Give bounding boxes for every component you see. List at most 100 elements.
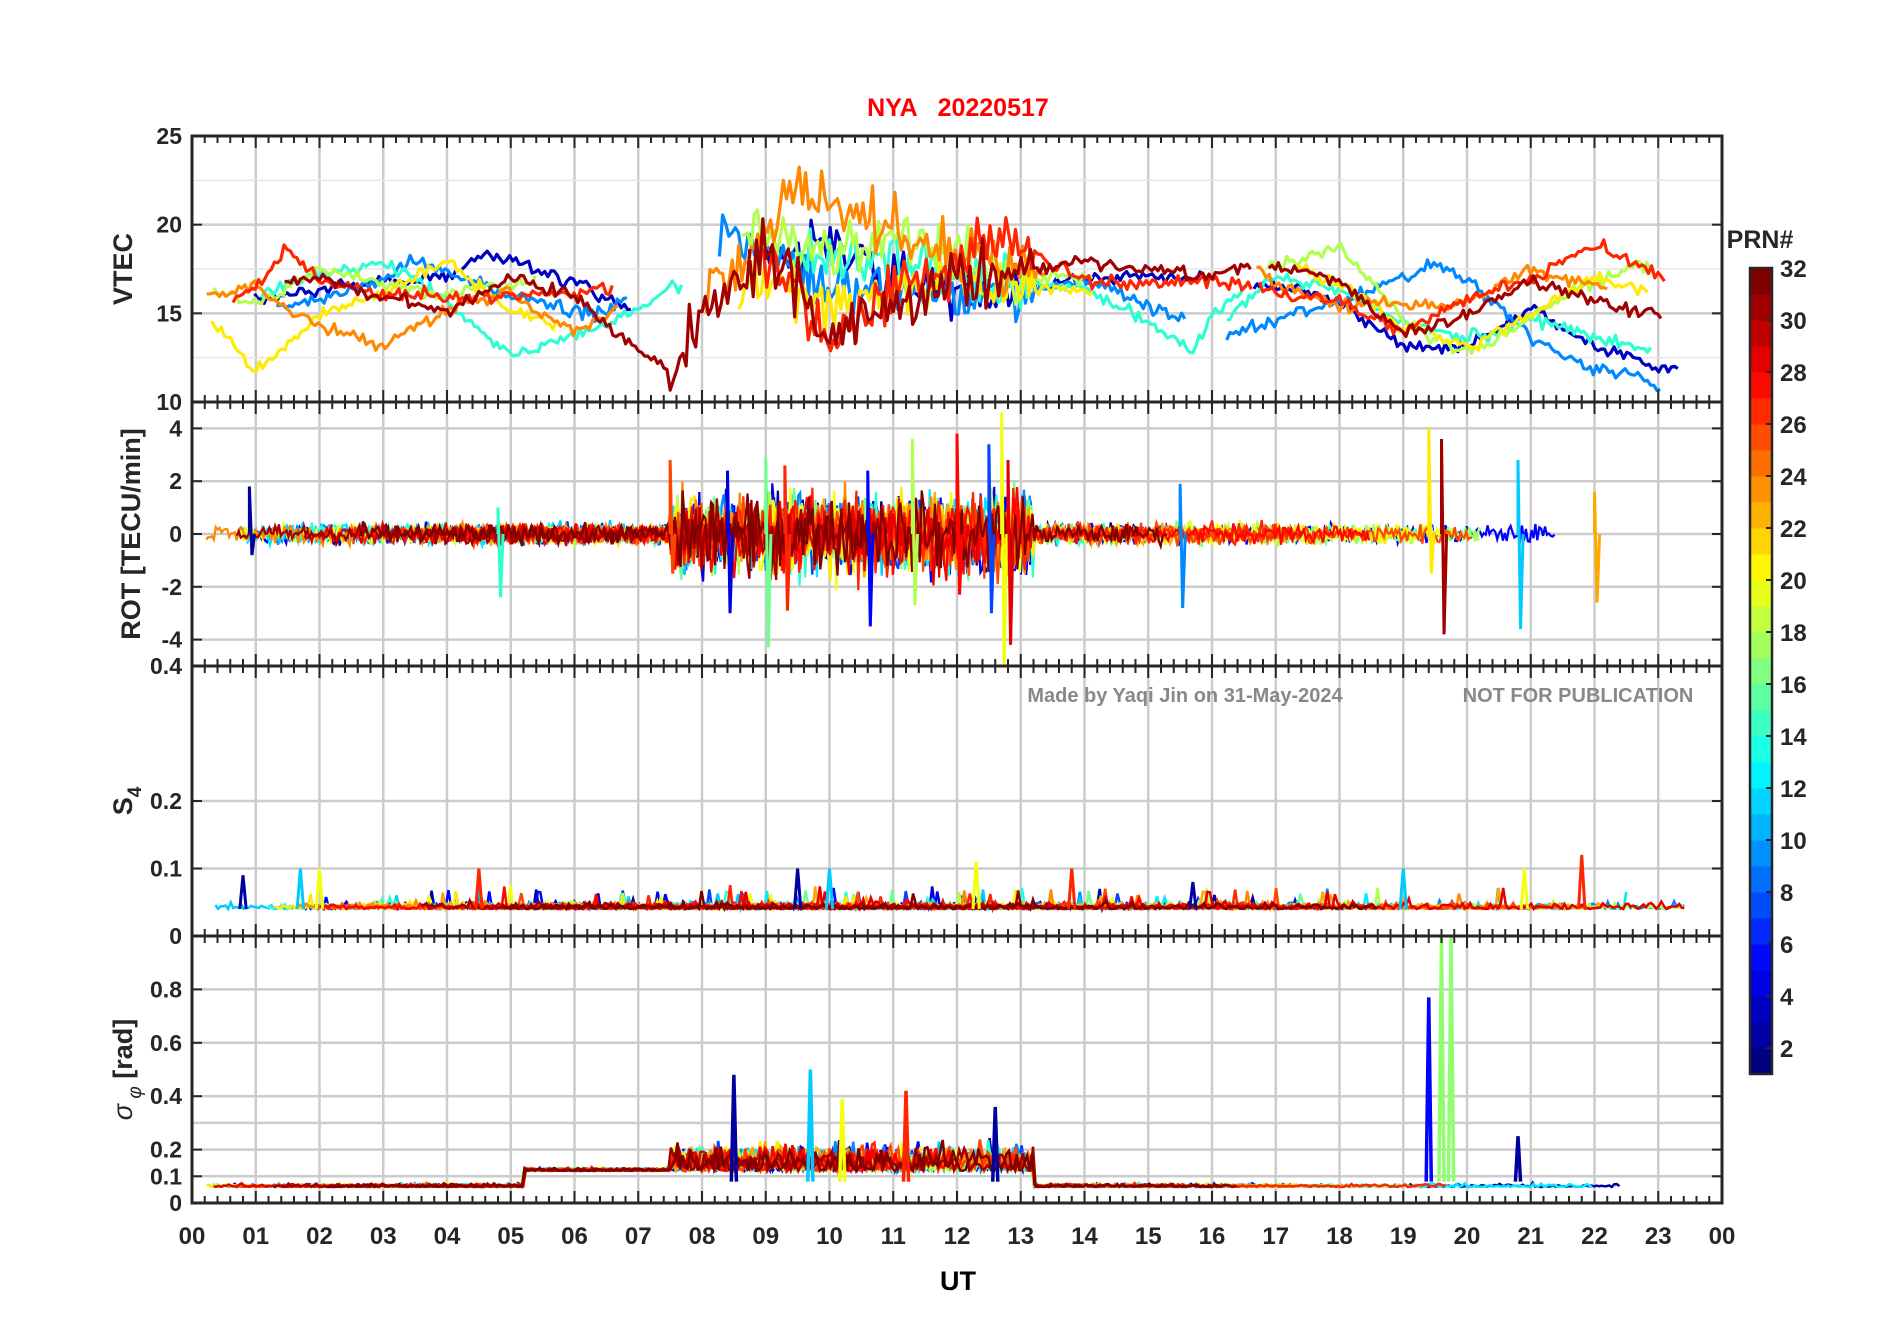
colorbar-segment (1750, 528, 1772, 555)
y-tick-label-sigma_phi: 0.6 (150, 1030, 182, 1056)
y-tick-label-vtec: 10 (156, 389, 182, 415)
s4-peak (971, 861, 981, 910)
colorbar-segment (1750, 398, 1772, 425)
y-tick-label-vtec: 20 (156, 212, 182, 238)
rot-spike (496, 507, 505, 598)
y-tick-label-sigma_phi: 0.8 (150, 976, 182, 1002)
vtec-trace-prn31 (1267, 261, 1663, 339)
s4-trace-prn32 (501, 890, 1378, 912)
vtec-trace-prn31 (284, 248, 752, 392)
colorbar-tick-label: 20 (1780, 568, 1807, 595)
x-tick-label: 15 (1135, 1223, 1162, 1250)
x-tick-label: 12 (944, 1223, 971, 1250)
sigma-peak (1446, 936, 1456, 1182)
colorbar-segment (1750, 944, 1772, 971)
traces-s4 (214, 854, 1685, 914)
colorbar-tick-label: 4 (1780, 984, 1794, 1011)
sigma-trace-prn32 (325, 1139, 1227, 1189)
s4-peak (1577, 854, 1587, 910)
colorbar-segment (1750, 996, 1772, 1023)
colorbar-segment (1750, 450, 1772, 477)
colorbar-tick-label: 24 (1780, 464, 1807, 491)
rot-spike (1440, 438, 1449, 635)
grid-rot (192, 402, 1722, 666)
y-tick-label-sigma_phi: 0 (169, 1190, 182, 1216)
y-tick-label-rot: 0 (169, 521, 182, 547)
colorbar-tick-label: 12 (1780, 776, 1807, 803)
traces-rot (205, 412, 1602, 666)
x-tick-label: 22 (1581, 1223, 1608, 1250)
panel-s4: 0 0.1 0.2 0.4 S4 (108, 653, 1724, 949)
sigma-peak (1437, 936, 1446, 1182)
sigma-peak (901, 1090, 911, 1182)
x-tick-label: 23 (1645, 1223, 1672, 1250)
colorbar-tick-label: 2 (1780, 1036, 1793, 1063)
sigma-peak (1513, 1136, 1523, 1182)
sigma-peak (806, 1069, 815, 1182)
colorbar-segment (1750, 476, 1772, 503)
y-tick-label-rot: -2 (162, 574, 182, 600)
watermark-notice: NOT FOR PUBLICATION (1463, 685, 1694, 707)
colorbar-segment (1750, 892, 1772, 919)
colorbar-tick-label: 18 (1780, 620, 1807, 647)
traces-sigma_phi (206, 936, 1621, 1189)
rot-spike (247, 486, 256, 556)
x-tick-label: 17 (1262, 1223, 1289, 1250)
colorbar-tick-label: 16 (1780, 672, 1807, 699)
panel-rot: -4 -2 0 2 4 ROT [TECU/min] (116, 400, 1724, 668)
rot-spike (910, 438, 919, 606)
x-tick-label: 04 (434, 1223, 461, 1250)
sigma-peak (1424, 997, 1434, 1182)
colorbar-segment (1750, 606, 1772, 633)
colorbar-segment (1750, 346, 1772, 373)
grid-s4 (192, 666, 1722, 936)
vtec-trace-prn9 (276, 253, 628, 324)
ticks-vtec: 10 15 20 25 (156, 123, 1723, 415)
y-tick-label-s4: 0.1 (150, 856, 182, 882)
colorbar-segment (1750, 710, 1772, 737)
colorbar-frame (1748, 266, 1774, 1076)
x-tick-label: 06 (561, 1223, 588, 1250)
rot-trace-prn32 (359, 490, 1167, 581)
ticks-sigma_phi: 00.10.2 0.4 0.6 0.8 (150, 936, 1723, 1216)
s4-peak (474, 868, 484, 910)
vtec-trace-prn9 (1225, 258, 1661, 393)
y-tick-label-s4: 0.4 (150, 653, 182, 679)
colorbar-segment (1750, 866, 1772, 893)
s4-peak (238, 875, 248, 910)
colorbar-segment (1750, 502, 1772, 529)
x-tick-label: 02 (306, 1223, 333, 1250)
colorbar-segment (1750, 736, 1772, 763)
rot-spike (783, 465, 792, 611)
rot-spike (1000, 412, 1009, 666)
x-tick-label: 07 (625, 1223, 652, 1250)
colorbar-tick-label: 8 (1780, 880, 1793, 907)
x-tick-label: 11 (881, 1223, 906, 1250)
colorbar-segment (1750, 554, 1772, 581)
colorbar-segment (1750, 840, 1772, 867)
rot-spike (668, 460, 677, 574)
s4-peak (1398, 868, 1408, 910)
s4-peak (1519, 868, 1530, 910)
vtec-trace-prn21 (737, 248, 1094, 339)
vtec-trace-prn27 (759, 216, 1253, 353)
s4-peak (1188, 881, 1198, 910)
x-tick-label: 16 (1199, 1223, 1226, 1250)
y-tick-label-rot: 4 (169, 415, 182, 441)
colorbar-tick-label: 28 (1780, 360, 1807, 387)
chart-title: NYA 20220517 (867, 94, 1049, 122)
colorbar-segment (1750, 970, 1772, 997)
x-tick-label: 05 (497, 1223, 524, 1250)
sigma-trace-prn31 (272, 1144, 1238, 1189)
y-tick-label-sigma_phi: 0.1 (150, 1163, 182, 1189)
x-tick-label: 14 (1071, 1223, 1098, 1250)
colorbar-tick-label: 10 (1780, 828, 1807, 855)
traces-vtec (206, 165, 1679, 393)
y-axis-label-s4: S4 (108, 786, 146, 815)
vtec-trace-prn14 (1226, 272, 1652, 354)
colorbar-segment (1750, 762, 1772, 789)
x-tick-label: 19 (1390, 1223, 1417, 1250)
y-tick-label-sigma_phi: 0.2 (150, 1137, 182, 1163)
colorbar-segment (1750, 632, 1772, 659)
